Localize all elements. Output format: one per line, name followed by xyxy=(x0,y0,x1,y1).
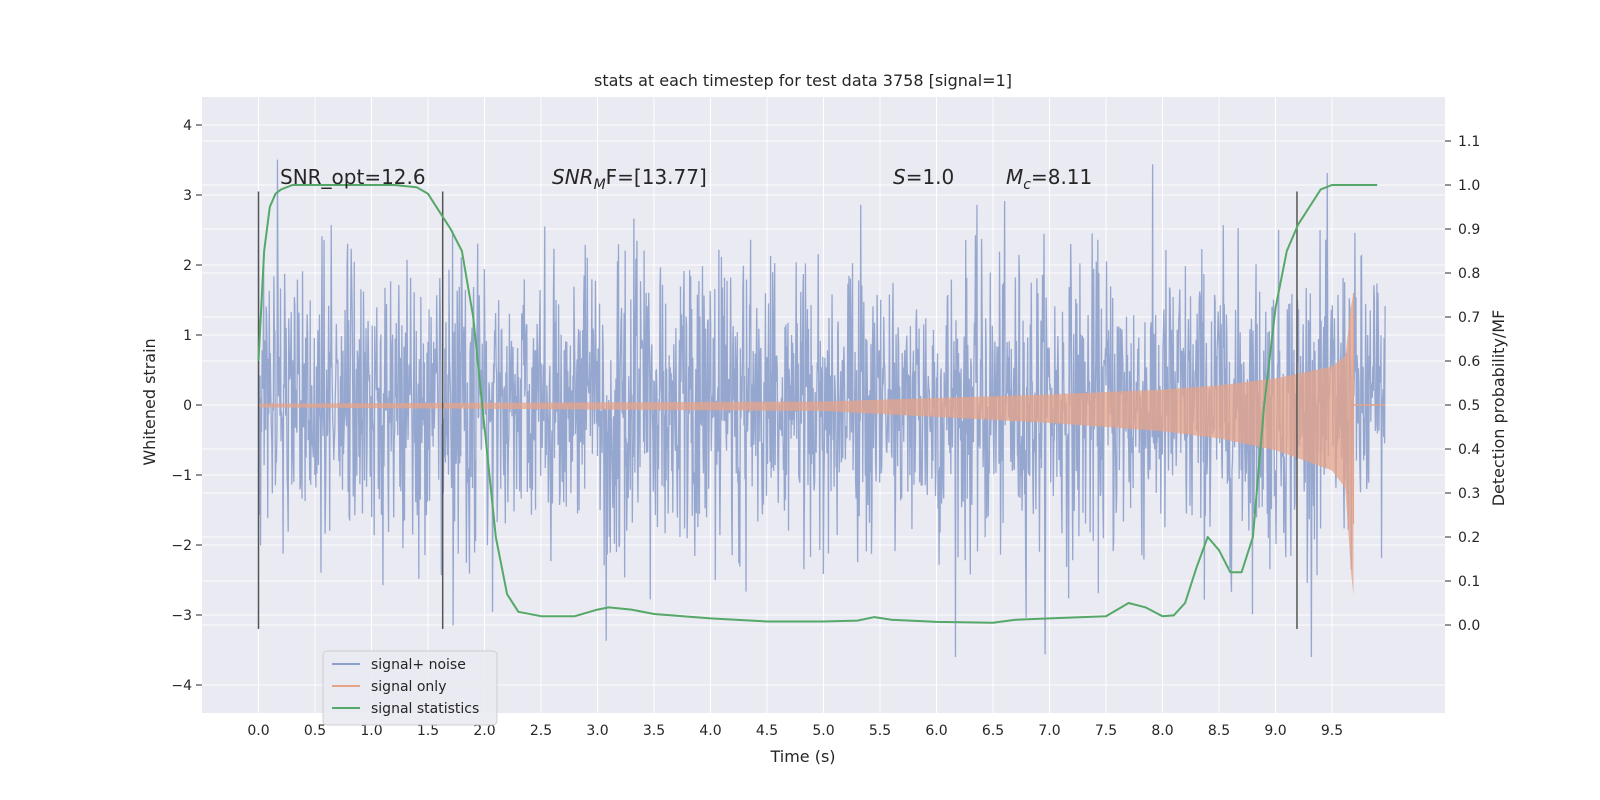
x-tick-label: 8.0 xyxy=(1151,723,1173,739)
y-tick-label: 4 xyxy=(183,118,192,134)
x-tick-label: 1.5 xyxy=(417,723,439,739)
x-tick-label: 9.5 xyxy=(1321,723,1343,739)
x-tick-label: 1.0 xyxy=(360,723,382,739)
x-tick-label: 3.5 xyxy=(643,723,665,739)
mc-annotation: Mc=8.11 xyxy=(1006,165,1092,193)
y-tick-label: −4 xyxy=(171,678,192,694)
y2-tick-label: 0.6 xyxy=(1458,354,1480,370)
y-tick-label: 1 xyxy=(183,328,192,344)
y-axis-label: Whitened strain xyxy=(140,338,159,465)
x-axis-ticks: 0.0 0.5 1.0 1.5 2.0 2.5 3.0 3.5 4.0 4.5 5.0 5.5 6.0 6… xyxy=(247,723,1343,739)
snr-mf-base: SNR xyxy=(552,165,594,189)
series-signal-only xyxy=(258,293,1386,596)
x-tick-label: 7.0 xyxy=(1038,723,1060,739)
x-tick-label: 9.0 xyxy=(1264,723,1286,739)
y2-tick-label: 1.1 xyxy=(1458,134,1480,150)
y2-tick-label: 0.1 xyxy=(1458,574,1480,590)
series-signal-noise xyxy=(257,159,1386,658)
x-tick-label: 8.5 xyxy=(1208,723,1230,739)
y-tick-label: −1 xyxy=(171,468,192,484)
legend-label-signal-noise: signal+ noise xyxy=(371,657,466,673)
x-tick-label: 6.5 xyxy=(982,723,1004,739)
legend-label-signal-only: signal only xyxy=(371,679,446,695)
y-tick-label: −2 xyxy=(171,538,192,554)
s-rest: =1.0 xyxy=(906,165,955,189)
x-tick-label: 4.5 xyxy=(756,723,778,739)
y-axis-ticks: 4 3 2 1 0 −1 −2 −3 −4 xyxy=(171,118,202,694)
x-tick-label: 0.0 xyxy=(247,723,269,739)
y2-tick-label: 0.3 xyxy=(1458,486,1480,502)
x-tick-label: 2.5 xyxy=(530,723,552,739)
y2-tick-label: 0.2 xyxy=(1458,530,1480,546)
mc-var: M xyxy=(1006,165,1023,189)
legend-label-signal-statistics: signal statistics xyxy=(371,701,479,717)
y2-tick-label: 1.0 xyxy=(1458,178,1480,194)
chart-title: stats at each timestep for test data 375… xyxy=(594,71,1012,90)
x-tick-label: 4.0 xyxy=(699,723,721,739)
y2-tick-label: 0.4 xyxy=(1458,442,1480,458)
y2-tick-label: 0.9 xyxy=(1458,222,1480,238)
y2-axis-label: Detection probability/MF xyxy=(1489,310,1508,507)
y2-tick-label: 0.8 xyxy=(1458,266,1480,282)
x-axis-label: Time (s) xyxy=(769,747,835,766)
y2-tick-label: 0.5 xyxy=(1458,398,1480,414)
signal-statistics-line xyxy=(257,184,1378,624)
y2-tick-label: 0.7 xyxy=(1458,310,1480,326)
x-tick-label: 5.5 xyxy=(869,723,891,739)
x-tick-label: 2.0 xyxy=(473,723,495,739)
y2-axis-ticks: 1.1 1.0 0.9 0.8 0.7 0.6 0.5 0.4 0.3 0.2 0.1 0.0 xyxy=(1445,134,1480,634)
x-tick-label: 7.5 xyxy=(1095,723,1117,739)
legend-box xyxy=(322,650,498,726)
s-var: S xyxy=(893,165,906,189)
x-tick-label: 5.0 xyxy=(812,723,834,739)
x-tick-label: 6.0 xyxy=(925,723,947,739)
y-tick-label: −3 xyxy=(171,608,192,624)
y-tick-label: 3 xyxy=(183,188,192,204)
x-tick-label: 0.5 xyxy=(304,723,326,739)
x-tick-label: 3.0 xyxy=(586,723,608,739)
signal-noise-line xyxy=(257,159,1386,658)
series-signal-statistics xyxy=(257,184,1378,624)
segment-markers xyxy=(257,191,1298,629)
y2-tick-label: 0.0 xyxy=(1458,618,1480,634)
snr-mf-sub: M xyxy=(594,177,606,193)
mc-sub: c xyxy=(1023,177,1031,193)
snr-mf-rest: F=[13.77] xyxy=(606,165,707,189)
s-annotation: S=1.0 xyxy=(893,165,954,189)
mc-rest: =8.11 xyxy=(1031,165,1092,189)
legend: signal+ noise signal only signal statist… xyxy=(322,650,498,726)
y-tick-label: 0 xyxy=(183,398,192,414)
y-tick-label: 2 xyxy=(183,258,192,274)
snr-mf-annotation: SNRMF=[13.77] xyxy=(552,165,707,193)
snr-opt-annotation: SNR_opt=12.6 xyxy=(280,165,426,189)
